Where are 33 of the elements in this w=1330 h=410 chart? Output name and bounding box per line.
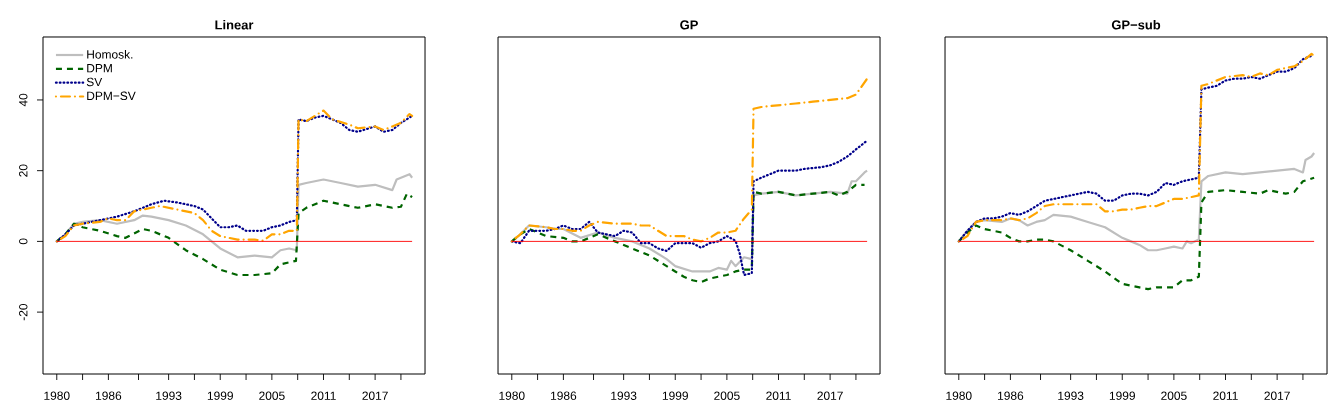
legend-label: Homosk. [87,49,133,59]
x-tick-label: 1986 [998,391,1024,400]
x-tick-label: 2017 [362,391,388,400]
x-tick-label: 2011 [766,391,791,400]
x-tick-label: 1986 [551,391,577,400]
legend-label: DPM−SV [87,91,136,101]
x-tick-label: 1999 [207,391,233,400]
x-tick-label: 1980 [946,391,972,400]
x-tick-label: 1993 [611,391,637,400]
y-tick-label: -20 [19,303,28,321]
x-tick-label: 1999 [1109,391,1135,400]
y-tick-label: 0 [19,238,28,245]
x-tick-label: 2005 [1161,391,1187,400]
chart-title: Linear [215,19,254,30]
x-tick-label: 2011 [311,391,336,400]
x-tick-label: 2005 [714,391,740,400]
x-tick-label: 1993 [1058,391,1084,400]
chart-title: GP−sub [1111,19,1161,30]
x-tick-label: 1980 [499,391,525,400]
x-tick-label: 1993 [156,391,182,400]
chart-title: GP [680,20,698,30]
x-tick-label: 1980 [44,391,70,400]
x-tick-label: 2011 [1213,391,1238,400]
x-tick-label: 2017 [817,391,843,400]
x-tick-label: 1986 [96,391,122,400]
line-series [55,192,414,277]
legend-label: SV [86,77,103,87]
legend-label: DPM [87,64,112,73]
x-tick-label: 1999 [662,391,688,400]
x-tick-label: 2017 [1264,391,1290,400]
y-tick-label: 20 [19,164,28,177]
x-tick-label: 2005 [259,391,285,400]
y-tick-label: 40 [19,93,28,107]
